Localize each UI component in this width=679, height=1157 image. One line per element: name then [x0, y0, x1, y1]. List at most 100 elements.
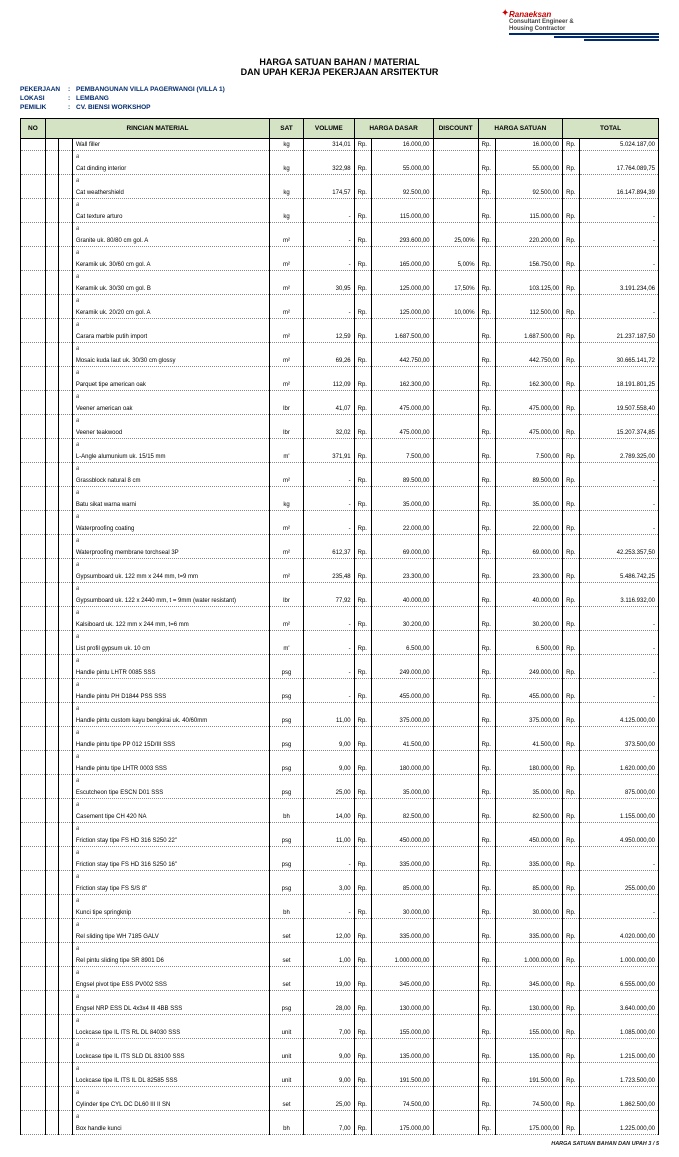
- table-row-sub: a: [21, 343, 659, 355]
- table-row: Casement tipe CH 420 NAbh14,00Rp.82.500,…: [21, 811, 659, 823]
- table-row: Lockcase tipe IL ITS SLD DL 83100 SSSuni…: [21, 1051, 659, 1063]
- table-row: Keramik uk. 30/30 cm gol. Bm²30,95Rp.125…: [21, 283, 659, 295]
- cell-harga-dasar: 475.000,00: [371, 427, 433, 439]
- cell-rp: Rp.: [563, 499, 580, 511]
- cell-harga-satuan: 7.500,00: [495, 451, 563, 463]
- cell-total: 373.500,00: [580, 739, 659, 751]
- table-row-sub: a: [21, 511, 659, 523]
- cell-rp: Rp.: [478, 283, 495, 295]
- cell-discount: [433, 763, 478, 775]
- cell-rp: Rp.: [563, 619, 580, 631]
- cell-sat: m²: [270, 571, 304, 583]
- cell-rp: Rp.: [478, 1027, 495, 1039]
- cell-discount: [433, 643, 478, 655]
- cell-volume: 41,07: [303, 403, 354, 415]
- cell-harga-satuan: 375.000,00: [495, 715, 563, 727]
- cell-total: -: [580, 307, 659, 319]
- cell-harga-dasar: 135.000,00: [371, 1051, 433, 1063]
- table-row: Grassblock natural 8 cmm²-Rp.89.500,00Rp…: [21, 475, 659, 487]
- cell-material: Casement tipe CH 420 NA: [72, 811, 269, 823]
- cell-total: -: [580, 859, 659, 871]
- cell-total: 2.789.325,00: [580, 451, 659, 463]
- cell-harga-dasar: 1.000.000,00: [371, 955, 433, 967]
- cell-material: Kalsiboard uk. 122 mm x 244 mm, t=6 mm: [72, 619, 269, 631]
- cell-sat: lbr: [270, 403, 304, 415]
- cell-total: -: [580, 619, 659, 631]
- meta-val: PEMBANGUNAN VILLA PAGERWANGI (VILLA 1): [76, 85, 225, 94]
- cell-rp: Rp.: [354, 211, 371, 223]
- cell-alpha: a: [72, 679, 269, 691]
- cell-volume: -: [303, 643, 354, 655]
- cell-harga-satuan: 191.500,00: [495, 1075, 563, 1087]
- table-row-sub: a: [21, 1039, 659, 1051]
- cell-harga-dasar: 155.000,00: [371, 1027, 433, 1039]
- cell-rp: Rp.: [354, 691, 371, 703]
- cell-rp: Rp.: [478, 427, 495, 439]
- cell-discount: [433, 667, 478, 679]
- meta-key: LOKASI: [20, 94, 68, 103]
- cell-discount: [433, 427, 478, 439]
- cell-alpha: a: [72, 631, 269, 643]
- table-row: Veener teakwoodlbr32,02Rp.475.000,00Rp.4…: [21, 427, 659, 439]
- cell-harga-satuan: 1.687.500,00: [495, 331, 563, 343]
- cell-harga-dasar: 30.200,00: [371, 619, 433, 631]
- meta-key: PEKERJAAN: [20, 85, 68, 94]
- cell-rp: Rp.: [563, 163, 580, 175]
- table-row-sub: a: [21, 247, 659, 259]
- cell-harga-dasar: 16.000,00: [371, 139, 433, 151]
- cell-material: Box handle kunci: [72, 1123, 269, 1135]
- cell-rp: Rp.: [354, 379, 371, 391]
- cell-discount: [433, 811, 478, 823]
- table-row: Kalsiboard uk. 122 mm x 244 mm, t=6 mmm²…: [21, 619, 659, 631]
- cell-volume: 12,59: [303, 331, 354, 343]
- cell-alpha: a: [72, 223, 269, 235]
- cell-material: Keramik uk. 20/20 cm gol. A: [72, 307, 269, 319]
- table-row-sub: a: [21, 415, 659, 427]
- cell-discount: [433, 403, 478, 415]
- cell-rp: Rp.: [354, 715, 371, 727]
- table-row: Engsel NRP ESS DL 4x3x4 III 4BB SSSpsg28…: [21, 1003, 659, 1015]
- cell-harga-satuan: 30.200,00: [495, 619, 563, 631]
- cell-rp: Rp.: [354, 667, 371, 679]
- cell-harga-dasar: 30.000,00: [371, 907, 433, 919]
- cell-material: Cat texture arturo: [72, 211, 269, 223]
- cell-rp: Rp.: [354, 595, 371, 607]
- cell-material: Handle pintu PH D1844 PSS SSS: [72, 691, 269, 703]
- cell-material: Engsel pivot tipe ESS PV002 SSS: [72, 979, 269, 991]
- cell-total: 1.862.500,00: [580, 1099, 659, 1111]
- cell-sat: kg: [270, 211, 304, 223]
- cell-material: Escutcheon tipe ESCN D01 SSS: [72, 787, 269, 799]
- cell-harga-dasar: 69.000,00: [371, 547, 433, 559]
- cell-rp: Rp.: [354, 1075, 371, 1087]
- cell-harga-satuan: 92.500,00: [495, 187, 563, 199]
- footer-right: HARGA SATUAN BAHAN DAN UPAH 3 / 5: [551, 1141, 659, 1147]
- th-rincian: RINCIAN MATERIAL: [45, 119, 269, 139]
- cell-rp: Rp.: [563, 379, 580, 391]
- th-no: NO: [21, 119, 46, 139]
- cell-material: Carara marble putih import: [72, 331, 269, 343]
- cell-harga-dasar: 335.000,00: [371, 931, 433, 943]
- cell-alpha: a: [72, 655, 269, 667]
- company-sub1: Consultant Engineer &: [509, 19, 659, 26]
- cell-total: 1.215.000,00: [580, 1051, 659, 1063]
- cell-volume: 314,01: [303, 139, 354, 151]
- cell-rp: Rp.: [354, 187, 371, 199]
- cell-total: -: [580, 691, 659, 703]
- cell-harga-satuan: 89.500,00: [495, 475, 563, 487]
- th-volume: VOLUME: [303, 119, 354, 139]
- cell-sat: m²: [270, 619, 304, 631]
- cell-rp: Rp.: [354, 475, 371, 487]
- cell-rp: Rp.: [563, 187, 580, 199]
- cell-sat: psg: [270, 1003, 304, 1015]
- cell-sat: unit: [270, 1075, 304, 1087]
- th-sat: SAT: [270, 119, 304, 139]
- cell-rp: Rp.: [478, 187, 495, 199]
- table-row-sub: a: [21, 367, 659, 379]
- cell-sat: m': [270, 451, 304, 463]
- table-row: Mosaic kuda laut uk. 30/30 cm glossym²69…: [21, 355, 659, 367]
- cell-material: Rel sliding tipe WH 7185 GALV: [72, 931, 269, 943]
- table-row-sub: a: [21, 775, 659, 787]
- cell-alpha: a: [72, 823, 269, 835]
- cell-alpha: a: [72, 367, 269, 379]
- cell-volume: -: [303, 211, 354, 223]
